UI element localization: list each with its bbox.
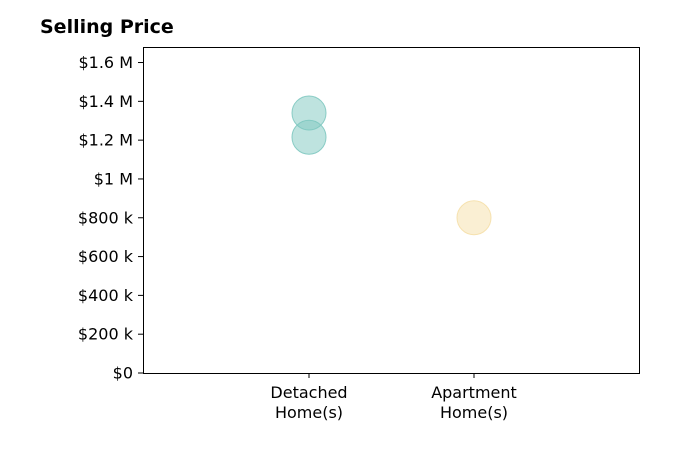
y-tick-label: $1.6 M	[78, 53, 133, 72]
y-tick-label: $0	[113, 364, 133, 383]
data-point	[456, 200, 492, 236]
plot-frame	[143, 47, 640, 374]
data-point	[291, 119, 327, 155]
chart-title: Selling Price	[40, 16, 174, 38]
x-tick-label: Detached Home(s)	[270, 383, 347, 422]
y-axis: $0 $200 k $400 k $600 k $800 k $1 M $1.2 M $1.4…	[78, 53, 143, 383]
data-points	[291, 95, 492, 236]
y-tick-label: $1 M	[94, 169, 133, 188]
y-tick-label: $800 k	[78, 208, 134, 227]
y-tick-label: $1.2 M	[78, 131, 133, 150]
y-tick-label: $400 k	[78, 286, 134, 305]
y-tick-label: $600 k	[78, 247, 134, 266]
x-tick-label: Apartment Home(s)	[431, 383, 517, 422]
y-tick-label: $1.4 M	[78, 92, 133, 111]
x-axis: Detached Home(s) Apartment Home(s)	[270, 373, 517, 422]
y-tick-label: $200 k	[78, 325, 134, 344]
